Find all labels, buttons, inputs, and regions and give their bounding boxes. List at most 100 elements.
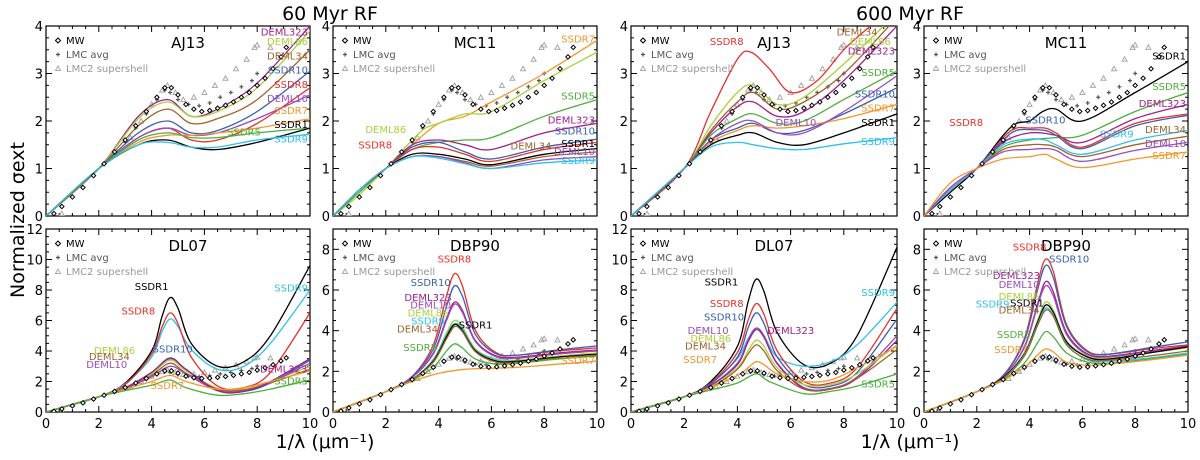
mw-point	[754, 84, 761, 91]
mw-point	[541, 82, 548, 89]
lmc2-supershell-point	[1079, 88, 1086, 95]
series-label-ssdr8: SSDR8	[1013, 242, 1047, 253]
y-tick-label: 1	[913, 163, 921, 178]
series-label-ssdr10: SSDR10	[704, 313, 744, 324]
y-tick-label: 4	[913, 20, 921, 35]
lmc-avg-point	[1046, 90, 1051, 95]
series-label-ssdr1: SSDR1	[274, 120, 308, 131]
panel-title: DL07	[755, 237, 794, 255]
mw-point	[455, 354, 462, 361]
series-label-deml10: DEML10	[86, 360, 127, 371]
y-tick-label: 8	[913, 243, 921, 258]
y-axis-label: Normalized σext	[7, 142, 29, 298]
mw-point	[697, 388, 704, 395]
mw-point	[570, 44, 577, 51]
lmc2-supershell-point	[211, 366, 219, 373]
mw-point	[989, 381, 996, 388]
mw-point	[1076, 108, 1083, 115]
mw-point	[477, 363, 484, 370]
series-label-ssdr9: SSDR9	[561, 156, 595, 167]
y-tick-label: 8	[620, 284, 628, 299]
lmc2-supershell-point	[937, 407, 943, 412]
legend-label: LMC2 supershell	[651, 64, 733, 75]
lmc2-supershell-point	[164, 81, 171, 88]
mw-point	[246, 89, 253, 96]
mw-point	[1148, 346, 1154, 352]
series-label-deml323: DEML323	[1139, 99, 1186, 110]
legend-label: MW	[353, 239, 372, 250]
lmc-avg-point	[1085, 100, 1090, 105]
series-label-ssdr9: SSDR9	[274, 134, 308, 145]
mw-point	[183, 101, 189, 108]
mw-point	[675, 396, 682, 402]
y-tick-label: 4	[322, 20, 330, 35]
mw-point	[485, 108, 492, 115]
series-line-ssdr9	[631, 136, 897, 216]
mw-point	[485, 364, 492, 371]
mw-point	[69, 402, 76, 409]
mw-point	[1021, 108, 1028, 115]
mw-point	[1000, 376, 1007, 383]
mw-point	[856, 361, 863, 368]
legend-label: LMC avg	[944, 50, 987, 61]
mw-point	[493, 107, 500, 114]
lmc-avg-point	[515, 90, 520, 95]
lmc2-supershell-point	[530, 341, 537, 348]
series-line-ssdr7	[631, 345, 897, 412]
mw-point	[1084, 363, 1091, 370]
mw-point	[161, 84, 168, 91]
y-tick-label: 0	[322, 210, 330, 225]
mw-point	[675, 172, 682, 179]
series-label-ssdr9: SSDR9	[411, 317, 445, 328]
mw-point	[501, 105, 508, 112]
series-line-ssdr1	[46, 127, 310, 216]
series-label-deml86: DEML86	[999, 292, 1040, 303]
lmc2-supershell-point	[345, 210, 353, 216]
lmc2-supershell-point	[530, 55, 537, 62]
mw-point	[968, 391, 975, 398]
lmc-avg-point	[228, 90, 233, 95]
y-tick-label: 3	[322, 68, 330, 83]
lmc2-supershell-point	[840, 353, 848, 360]
y-tick-label: 4	[35, 20, 43, 35]
mw-point	[153, 94, 160, 101]
legend-marker-lmc-avg	[343, 255, 347, 260]
mw-point	[430, 364, 437, 371]
legend-marker-lmc-avg	[641, 255, 645, 260]
mw-point	[808, 373, 815, 380]
series-label-ssdr10: SSDR10	[1049, 255, 1089, 266]
series-label-ssdr1: SSDR1	[135, 282, 169, 293]
mw-point	[665, 184, 672, 191]
mw-point	[636, 210, 642, 216]
panel-mc11-600myr: 0 1 2 3 4 MC11 SSDR1 SSDR5 DEML323 SSDR8 SSDR10 SSD…	[913, 20, 1189, 225]
panel-dl07-60myr: 0 2 4 6 8 10 0 2 4 6 8 10 12 DL07 SSDR1 SSDR9 SSDR8 SSDR1…	[26, 223, 318, 432]
mw-point	[1148, 65, 1154, 72]
series-label-ssdr1: SSDR1	[561, 139, 595, 150]
legend-marker-lmc-avg	[934, 52, 938, 57]
legend-label: LMC avg	[944, 253, 987, 264]
lmc-avg-point	[1054, 97, 1058, 102]
lmc2-supershell-point	[1110, 345, 1118, 352]
panel-title: DL07	[169, 237, 208, 255]
mw-point	[525, 94, 532, 101]
mw-point	[654, 402, 661, 409]
mw-point	[1084, 107, 1091, 114]
series-label-deml323: DEML323	[848, 47, 895, 58]
lmc2-supershell-point	[1145, 43, 1152, 50]
series-line-deml86	[333, 51, 597, 216]
mw-point	[270, 361, 276, 368]
mw-point	[153, 370, 160, 377]
lmc-avg-point	[484, 362, 489, 367]
mw-point	[190, 374, 197, 381]
series-label-deml323: DEML323	[548, 115, 595, 126]
mw-point	[440, 94, 447, 101]
series-label-deml10: DEML10	[554, 147, 595, 158]
mw-point	[958, 184, 964, 191]
y-tick-label: 4	[35, 345, 43, 360]
y-tick-label: 4	[913, 325, 921, 340]
lmc-avg-point	[249, 366, 254, 371]
lmc2-supershell-point	[765, 371, 773, 378]
series-label-ssdr1: SSDR1	[861, 118, 895, 129]
y-tick-label: 10	[26, 254, 43, 269]
